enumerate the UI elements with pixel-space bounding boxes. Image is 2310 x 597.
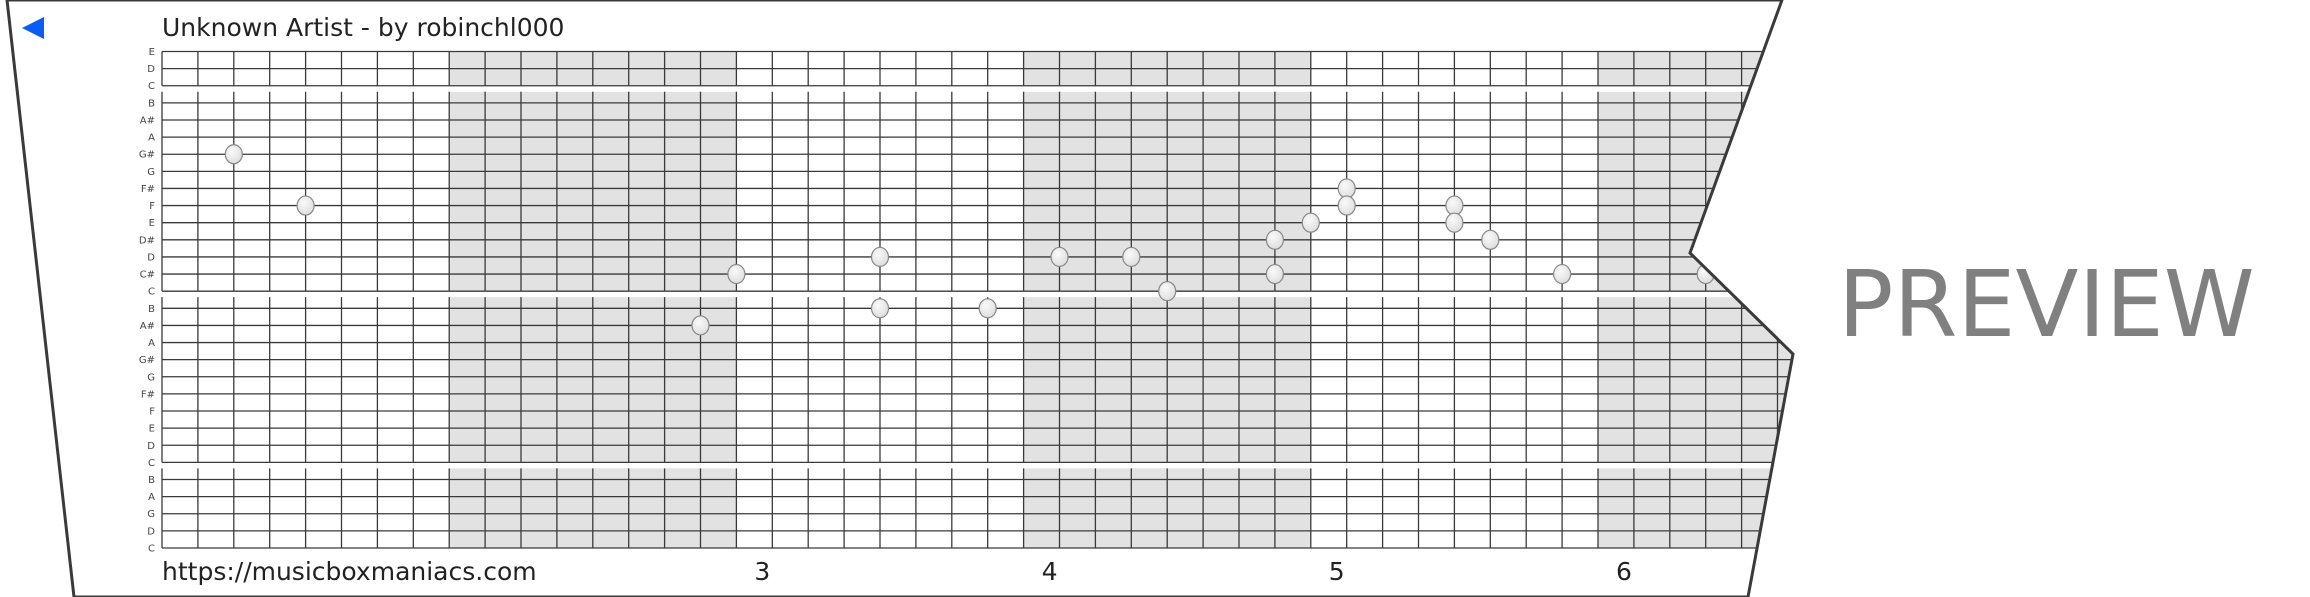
pitch-label: G# (139, 150, 155, 161)
pitch-label: A# (140, 115, 155, 126)
pitch-label: C (148, 543, 155, 554)
pitch-label: D (147, 252, 155, 263)
note[interactable] (978, 298, 997, 319)
note[interactable] (1337, 195, 1356, 216)
measure-number: 4 (1042, 557, 1058, 586)
pitch-label: A (148, 133, 155, 144)
measure-number: 5 (1329, 557, 1345, 586)
measure-number: 6 (1616, 557, 1632, 586)
note[interactable] (1122, 246, 1141, 268)
preview-watermark: PREVIEW (1838, 251, 2255, 358)
pitch-label: F (149, 407, 155, 418)
note[interactable] (1552, 263, 1572, 285)
note[interactable] (1265, 263, 1285, 285)
pitch-label: F# (141, 184, 155, 195)
pitch-label: B (148, 304, 155, 315)
pitch-label: D (147, 526, 155, 537)
pitch-label: D (147, 441, 155, 452)
note[interactable] (870, 246, 890, 268)
back-icon[interactable] (22, 17, 44, 39)
pitch-label: C (148, 458, 155, 469)
shaded-measure (1598, 297, 1793, 463)
note[interactable] (1050, 246, 1069, 268)
pitch-label: A (148, 492, 155, 503)
note[interactable] (1158, 281, 1177, 302)
pitch-label: A# (140, 321, 155, 332)
pitch-label: C# (140, 270, 155, 281)
pitch-label: G (147, 167, 155, 178)
note[interactable] (1265, 229, 1285, 250)
pitch-label: C (148, 81, 155, 92)
pitch-label: A (148, 338, 155, 349)
pitch-label: G# (139, 355, 155, 366)
note[interactable] (1301, 212, 1320, 233)
note[interactable] (870, 298, 890, 319)
pitch-label: D (147, 64, 155, 75)
pitch-label: G (147, 509, 155, 520)
note[interactable] (691, 315, 710, 336)
note[interactable] (224, 144, 243, 165)
measure-number: 3 (754, 557, 770, 586)
note[interactable] (1445, 195, 1464, 216)
note[interactable] (727, 263, 746, 285)
note[interactable] (1445, 212, 1464, 233)
pitch-label: D# (139, 235, 155, 246)
pitch-label: E (149, 424, 155, 435)
note-grid (161, 50, 1793, 549)
note[interactable] (296, 195, 315, 216)
paper-outline (5, 0, 1795, 597)
pitch-label: F# (141, 389, 155, 400)
pitch-label: F (149, 201, 155, 212)
pitch-label: E (149, 218, 155, 229)
song-title: Unknown Artist - by robinchl000 (162, 13, 564, 42)
pitch-label: B (148, 98, 155, 109)
pitch-label: G (147, 372, 155, 383)
pitch-label: B (148, 475, 155, 486)
pitch-label: E (149, 47, 155, 58)
note[interactable] (1481, 229, 1500, 250)
note[interactable] (1337, 178, 1356, 199)
pitch-label: C (148, 287, 155, 298)
measure-numbers: 3 4 5 6 (754, 557, 1632, 586)
website-url[interactable]: https://musicboxmaniacs.com (162, 557, 537, 586)
